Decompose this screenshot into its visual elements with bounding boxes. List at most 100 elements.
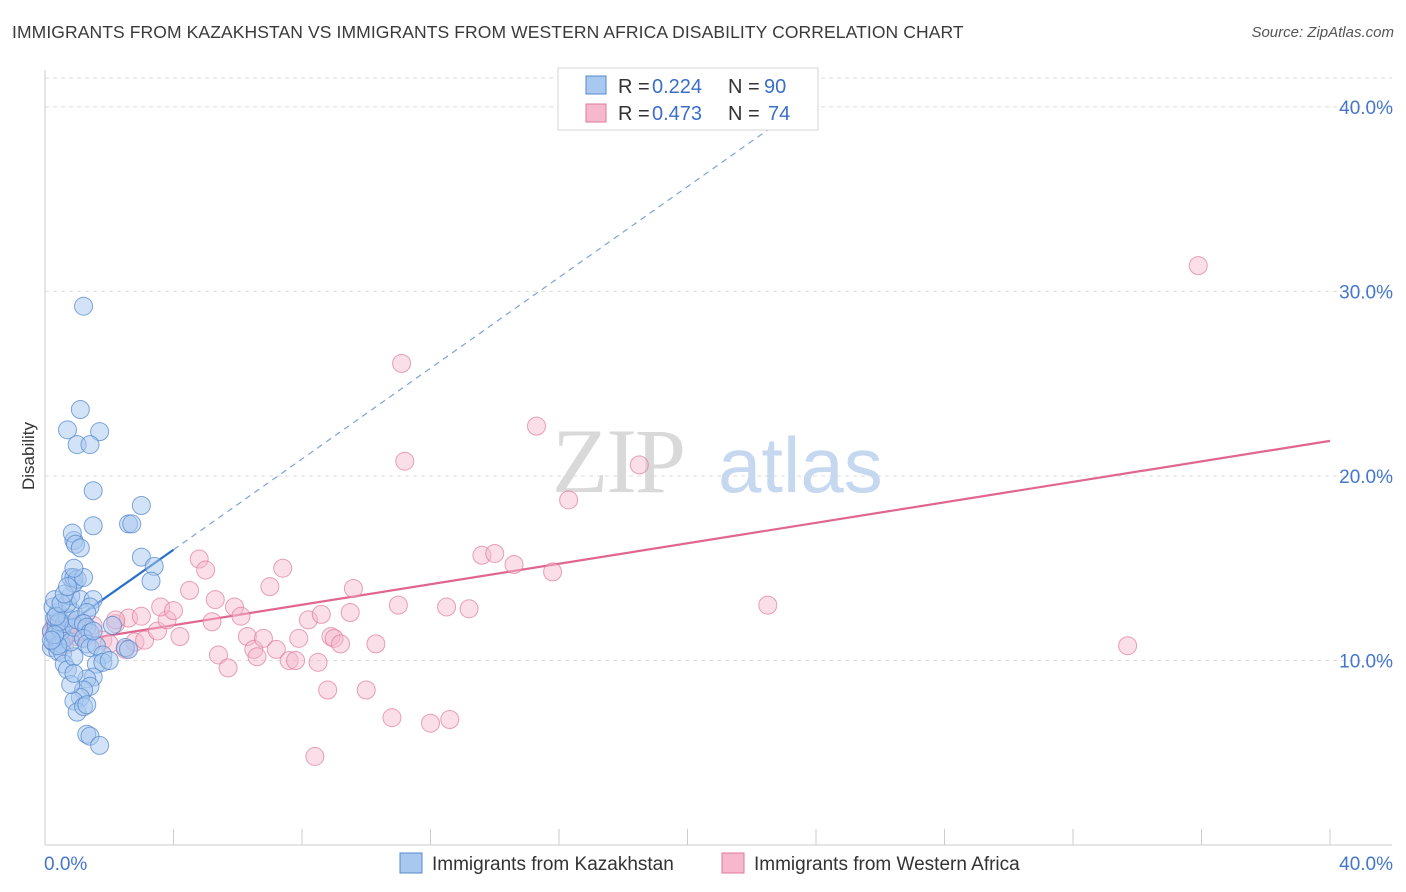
data-point-western-africa <box>202 612 222 632</box>
y-tick-labels: 10.0% 20.0% 30.0% 40.0% <box>1339 98 1393 673</box>
data-point-kazakhstan <box>77 695 97 715</box>
data-point-western-africa <box>388 595 408 615</box>
data-point-western-africa <box>331 634 351 654</box>
data-point-kazakhstan <box>70 538 90 558</box>
data-point-western-africa <box>1118 636 1138 656</box>
y-tick-label: 30.0% <box>1339 282 1393 303</box>
data-point-western-africa <box>366 634 386 654</box>
data-point-western-africa <box>260 577 280 597</box>
axes <box>44 70 1392 846</box>
data-point-western-africa <box>189 549 209 569</box>
data-point-western-africa <box>629 455 649 475</box>
data-point-kazakhstan <box>74 296 94 316</box>
data-point-kazakhstan <box>131 547 151 567</box>
legend-r-value-1: 0.224 <box>652 76 702 98</box>
data-point-western-africa <box>279 650 299 670</box>
data-point-western-africa <box>225 597 245 617</box>
data-point-western-africa <box>147 621 167 641</box>
data-point-kazakhstan <box>57 577 77 597</box>
data-point-western-africa <box>421 713 440 733</box>
y-axis-title: Disability <box>19 421 38 490</box>
data-point-western-africa <box>318 680 338 700</box>
data-point-kazakhstan <box>41 630 61 650</box>
data-point-kazakhstan <box>80 435 100 455</box>
watermark-atlas: atlas <box>718 421 883 509</box>
data-point-kazakhstan <box>90 735 110 755</box>
data-point-western-africa <box>485 543 505 563</box>
data-point-western-africa <box>135 630 155 650</box>
legend-r-label-1: R = <box>618 76 655 98</box>
data-point-kazakhstan <box>64 558 84 578</box>
data-point-western-africa <box>266 639 286 659</box>
data-point-western-africa <box>392 353 412 373</box>
data-point-kazakhstan <box>122 514 142 534</box>
bottom-legend-label-kazakhstan: Immigrants from Kazakhstan <box>432 854 674 875</box>
points-kazakhstan <box>41 296 164 755</box>
data-point-kazakhstan <box>64 663 84 683</box>
data-point-western-africa <box>131 606 151 626</box>
data-point-western-africa <box>308 652 328 672</box>
legend-r-label-2: R = <box>618 103 655 125</box>
data-point-western-africa <box>231 606 251 626</box>
legend-swatch-western-africa <box>585 103 607 123</box>
data-point-kazakhstan <box>83 516 103 536</box>
source-attribution: Source: ZipAtlas.com <box>1251 24 1394 41</box>
data-point-kazakhstan <box>102 615 122 635</box>
y-tick-label: 40.0% <box>1339 98 1393 119</box>
data-point-western-africa <box>382 708 402 728</box>
data-point-kazakhstan <box>70 400 90 420</box>
data-point-western-africa <box>247 647 267 667</box>
legend-n-value-2: 74 <box>768 103 790 125</box>
data-point-kazakhstan <box>131 495 151 515</box>
data-point-kazakhstan <box>83 621 103 641</box>
data-point-western-africa <box>253 628 273 648</box>
data-point-kazakhstan <box>57 420 77 440</box>
watermark-zip: ZIP <box>552 410 684 512</box>
data-point-western-africa <box>218 658 238 678</box>
data-point-western-africa <box>356 680 376 700</box>
grid-lines <box>45 77 1392 661</box>
points-western-africa <box>41 256 1208 766</box>
data-point-western-africa <box>151 597 171 617</box>
data-point-western-africa <box>170 626 190 646</box>
data-point-kazakhstan <box>90 422 110 442</box>
data-point-western-africa <box>298 610 318 630</box>
data-point-western-africa <box>504 555 524 575</box>
watermark: ZIP atlas <box>552 410 883 512</box>
data-point-kazakhstan <box>83 481 103 501</box>
data-point-western-africa <box>205 590 225 610</box>
data-point-western-africa <box>164 601 183 621</box>
data-point-western-africa <box>289 628 309 648</box>
data-point-western-africa <box>758 595 778 615</box>
data-point-western-africa <box>273 558 293 578</box>
data-point-western-africa <box>311 604 331 624</box>
data-point-kazakhstan <box>141 571 161 591</box>
bottom-legend-swatch-kazakhstan <box>399 852 423 874</box>
trend-line-kazakhstan <box>44 95 817 642</box>
data-point-western-africa <box>527 416 547 436</box>
legend-r-value-2: 0.473 <box>652 103 702 125</box>
data-point-western-africa <box>324 628 344 648</box>
data-point-western-africa <box>321 626 341 646</box>
trend-line-western-africa-solid <box>44 439 1331 647</box>
y-tick-label: 10.0% <box>1339 651 1393 672</box>
data-point-western-africa <box>286 650 306 670</box>
data-point-western-africa <box>196 560 216 580</box>
data-point-western-africa <box>180 580 200 600</box>
data-point-western-africa <box>440 710 460 730</box>
data-point-western-africa <box>395 451 415 471</box>
legend-n-label-2: N = <box>728 103 765 125</box>
series-legend: Immigrants from Kazakhstan Immigrants fr… <box>399 852 1020 875</box>
correlation-legend: R = 0.224 N = 90 R = 0.473 N = 74 <box>557 67 819 131</box>
bottom-legend-label-western-africa: Immigrants from Western Africa <box>754 854 1020 875</box>
data-point-western-africa <box>459 599 479 619</box>
data-point-western-africa <box>559 490 579 510</box>
y-tick-label: 20.0% <box>1339 467 1393 488</box>
legend-swatch-kazakhstan <box>585 75 607 95</box>
data-point-kazakhstan <box>119 639 139 659</box>
data-point-western-africa <box>340 603 360 622</box>
trend-line-western-africa <box>44 439 1331 647</box>
data-point-western-africa <box>343 579 363 599</box>
legend-n-label-1: N = <box>728 76 765 98</box>
